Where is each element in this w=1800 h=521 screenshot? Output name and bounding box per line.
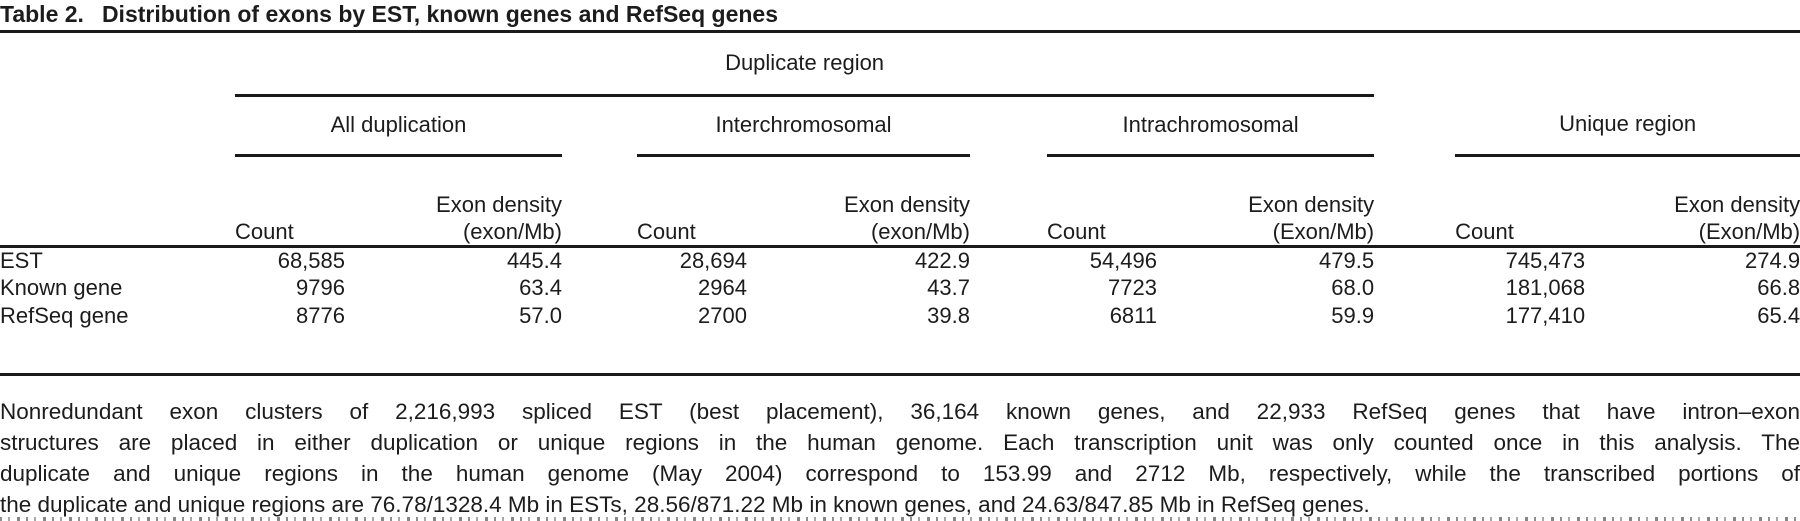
count-cell: 177,410 [1505,303,1586,328]
density-cell: 445.4 [506,247,562,273]
count-cell: 7723 [1108,275,1157,300]
count-cell: 745,473 [1505,247,1586,273]
density-header-line1: Exon density [1674,191,1800,217]
density-cell: 68.0 [1331,275,1375,300]
corner-spacer-cell [0,95,235,155]
header-row-groups: All duplication Interchromosomal Intrach… [0,95,1800,157]
column-spacer [562,95,637,155]
density-cell: 57.0 [519,303,562,328]
exon-density-column-header: Exon density (exon/Mb) [345,155,562,248]
count-column-header: Count [637,155,747,248]
table-footnote: Nonredundant exon clusters of 2,216,993 … [0,396,1800,520]
table-row-known-gene: Known gene 9796 63.4 2964 43.7 7723 68.0… [0,274,1800,302]
table-row-est: EST 68,585 445.4 28,694 422.9 54,496 479… [0,246,1800,274]
count-cell: 68,585 [277,247,345,273]
column-spacer [562,274,637,302]
group-header-intrachromosomal: Intrachromosomal [1047,95,1375,157]
density-header-line2: (exon/Mb) [870,218,970,244]
density-cell: 479.5 [1319,247,1375,273]
column-spacer [970,274,1047,302]
footnote-line: Nonredundant exon clusters of 2,216,993 … [0,399,1800,424]
count-cell: 8776 [296,303,345,328]
column-spacer [1374,302,1455,330]
density-cell: 65.4 [1757,303,1800,328]
footnote-line: structures are placed in either duplicat… [0,430,1800,455]
density-cell: 59.9 [1331,303,1375,328]
density-cell: 39.8 [927,303,970,328]
density-header-line2: (Exon/Mb) [1272,218,1375,244]
column-spacer [970,95,1047,155]
count-column-header: Count [235,155,345,248]
count-cell: 9796 [296,275,345,300]
corner-spacer-cell [0,155,235,248]
group-header-all-duplication: All duplication [235,95,562,157]
count-cell: 2700 [698,303,747,328]
column-spacer [562,155,637,248]
column-spacer [970,246,1047,274]
row-label-cell: RefSeq gene [0,303,129,328]
column-spacer [1374,246,1455,274]
exon-density-column-header: Exon density (Exon/Mb) [1585,155,1800,248]
group-header-interchromosomal: Interchromosomal [637,95,970,157]
density-header-line1: Exon density [436,191,562,217]
header-spacer-cell [1374,33,1800,95]
column-spacer [1374,155,1456,248]
group-header-unique-region: Unique region [1455,95,1800,157]
table-number-label: Table 2. [0,1,84,27]
footnote-line: duplicate and unique regions in the huma… [0,461,1800,486]
duplicate-region-header: Duplicate region [235,33,1375,97]
column-spacer [562,302,637,330]
density-header-line1: Exon density [1248,191,1375,217]
density-cell: 422.9 [914,247,970,273]
header-row-span: Duplicate region [0,33,1800,97]
header-row-columns: Count Exon density (exon/Mb) Count Exon … [0,155,1800,248]
count-cell: 6811 [1109,303,1157,328]
footnote-line: the duplicate and unique regions are 76.… [0,492,1370,517]
density-header-line2: (exon/Mb) [462,218,562,244]
clipped-next-row-strip [0,517,1800,521]
density-cell: 274.9 [1745,247,1800,273]
column-spacer [970,155,1047,248]
count-cell: 2964 [698,275,747,300]
row-label-cell: Known gene [0,275,123,300]
density-cell: 66.8 [1757,275,1800,300]
count-cell: 181,068 [1505,275,1586,300]
density-header-line2: (Exon/Mb) [1698,218,1800,244]
count-cell: 54,496 [1089,247,1157,273]
column-spacer [970,302,1047,330]
count-column-header: Count [1455,155,1586,248]
density-cell: 43.7 [927,275,970,300]
exon-density-column-header: Exon density (exon/Mb) [747,155,970,248]
density-header-line1: Exon density [844,191,970,217]
corner-spacer-cell [0,33,235,95]
column-spacer [1374,274,1455,302]
density-cell: 63.4 [519,275,562,300]
table-title-text: Distribution of exons by EST, known gene… [101,1,778,27]
footnote-rule [0,373,1800,376]
exon-density-column-header: Exon density (Exon/Mb) [1157,155,1375,248]
column-spacer [562,246,637,274]
row-label-cell: EST [0,247,43,273]
table-row-refseq-gene: RefSeq gene 8776 57.0 2700 39.8 6811 59.… [0,302,1800,330]
table-title: Table 2. Distribution of exons by EST, kn… [0,0,1800,30]
exon-distribution-table: Duplicate region All duplication Interch… [0,33,1800,330]
count-cell: 28,694 [679,247,747,273]
title-rule [0,30,1800,33]
column-spacer [1374,95,1455,155]
count-column-header: Count [1047,155,1157,248]
